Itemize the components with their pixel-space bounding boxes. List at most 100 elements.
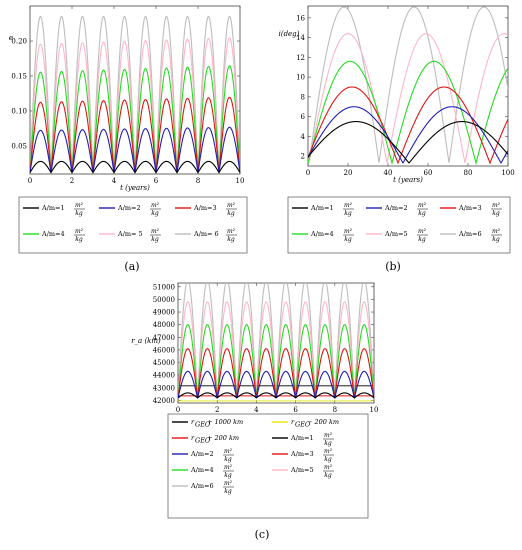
legend-unit-num: m² bbox=[344, 202, 353, 209]
chart-3: 0 2 4 6 8 10 42000 43000 44000 45000 46000 47000 480… bbox=[131, 282, 378, 541]
legend-label: A/m=1 bbox=[41, 204, 65, 212]
legend-label: A/m=3 bbox=[458, 204, 482, 212]
legend-unit-num: m² bbox=[492, 202, 501, 209]
legend-unit-den: kg bbox=[224, 488, 232, 495]
x-axis-label: t (years) bbox=[120, 184, 150, 192]
legend-label: A/m=3 bbox=[193, 204, 217, 212]
y-axis-label: e bbox=[9, 34, 13, 42]
y-tick-label: 43000 bbox=[153, 384, 175, 392]
legend-unit-den: kg bbox=[227, 210, 235, 217]
legend-label: A/m=4 bbox=[310, 230, 334, 238]
plot-frame bbox=[177, 282, 375, 404]
y-tick-label: 2 bbox=[301, 153, 305, 161]
x-axis-label: t (years) bbox=[393, 176, 423, 184]
y-tick-label: 42000 bbox=[153, 397, 175, 405]
x-tick-label: 2 bbox=[70, 177, 74, 185]
legend-label-sub: GEO bbox=[295, 421, 311, 429]
legend-unit-den: kg bbox=[492, 236, 500, 243]
legend-label: A/m= 6 bbox=[193, 230, 219, 238]
y-tick-label: 12 bbox=[296, 54, 305, 62]
series-line-6 bbox=[30, 15, 240, 173]
legend-label: r bbox=[291, 418, 295, 426]
y-tick-label: 46000 bbox=[153, 346, 175, 354]
chart-1: 0 2 4 6 8 10 0.05 0.10 0.15 0.20 t (years) e A/m=1 m²… bbox=[9, 5, 248, 273]
y-tick-label: 0.05 bbox=[11, 143, 27, 151]
legend-unit-num: m² bbox=[151, 228, 160, 235]
legend-unit-num: m² bbox=[344, 228, 353, 235]
series-line-4 bbox=[308, 60, 508, 166]
legend-unit-num: m² bbox=[324, 464, 333, 471]
x-tick-label: 10 bbox=[236, 177, 245, 185]
y-tick-label: 4 bbox=[301, 133, 306, 141]
legend-unit-den: kg bbox=[344, 236, 352, 243]
y-tick-label: 10 bbox=[296, 74, 305, 82]
legend-unit-den: kg bbox=[151, 210, 159, 217]
x-tick-label: 40 bbox=[384, 169, 393, 177]
x-tick-label: 8 bbox=[333, 406, 337, 414]
legend-box bbox=[287, 196, 511, 254]
legend-unit-num: m² bbox=[227, 228, 236, 235]
x-tick-label: 100 bbox=[501, 169, 514, 177]
y-tick-label: 47000 bbox=[153, 334, 175, 342]
legend-unit-num: m² bbox=[324, 448, 333, 455]
y-tick-label: 0.10 bbox=[11, 108, 27, 116]
legend-label: A/m=2 bbox=[384, 204, 408, 212]
x-tick-label: 0 bbox=[176, 406, 180, 414]
legend-unit-num: m² bbox=[492, 228, 501, 235]
y-tick-label: 0.20 bbox=[11, 38, 27, 46]
legend-label-tail: − 200 km bbox=[307, 418, 339, 426]
y-axis-label: i(deg) bbox=[279, 30, 300, 38]
legend-unit-num: m² bbox=[227, 202, 236, 209]
legend-unit-den: kg bbox=[224, 472, 232, 479]
legend-unit-num: m² bbox=[224, 448, 233, 455]
legend-unit-num: m² bbox=[224, 464, 233, 471]
legend-label: A/m=5 bbox=[290, 466, 314, 474]
series-line-4 bbox=[30, 65, 240, 173]
x-tick-label: 0 bbox=[306, 169, 310, 177]
series-line-6 bbox=[308, 6, 508, 163]
y-tick-label: 0.15 bbox=[11, 73, 27, 81]
chart-2: 0 20 40 60 80 100 2 4 6 8 10 12 14 16 t (years) i(deg) A… bbox=[279, 5, 515, 273]
legend-label-tail: + 1000 km bbox=[207, 418, 243, 426]
series-group bbox=[178, 283, 374, 402]
series-line-2 bbox=[308, 106, 508, 164]
x-tick-label: 6 bbox=[154, 177, 159, 185]
legend-unit-num: m² bbox=[151, 202, 160, 209]
legend-label-tail: + 200 km bbox=[207, 434, 239, 442]
series-line-6 bbox=[178, 283, 374, 398]
plot-frame bbox=[307, 5, 509, 167]
legend-box bbox=[167, 413, 369, 519]
series-group bbox=[30, 15, 240, 174]
x-tick-label: 6 bbox=[293, 406, 298, 414]
legend-box bbox=[18, 196, 248, 254]
y-tick-label: 50000 bbox=[153, 296, 175, 304]
legend-label: A/m=5 bbox=[384, 230, 408, 238]
x-tick-label: 80 bbox=[464, 169, 473, 177]
x-tick-label: 4 bbox=[254, 406, 259, 414]
y-tick-label: 6 bbox=[301, 113, 306, 121]
legend-unit-num: m² bbox=[75, 228, 84, 235]
legend-unit-den: kg bbox=[227, 236, 235, 243]
y-tick-label: 45000 bbox=[153, 359, 175, 367]
legend-unit-den: kg bbox=[492, 210, 500, 217]
legend-unit-den: kg bbox=[224, 456, 232, 463]
x-tick-label: 8 bbox=[196, 177, 200, 185]
legend-unit-num: m² bbox=[224, 480, 233, 487]
legend-label: A/m=1 bbox=[310, 204, 334, 212]
y-axis-label: r_a (km) bbox=[131, 337, 161, 345]
series-line-4 bbox=[178, 324, 374, 398]
y-tick-label: 49000 bbox=[153, 309, 175, 317]
x-tick-label: 4 bbox=[112, 177, 117, 185]
legend-label: A/m=4 bbox=[190, 466, 214, 474]
y-tick-label: 8 bbox=[301, 93, 305, 101]
series-line-1 bbox=[178, 392, 374, 399]
x-tick-label: 2 bbox=[215, 406, 219, 414]
y-tick-label: 51000 bbox=[153, 283, 175, 291]
series-line-5 bbox=[178, 301, 374, 398]
legend-label: r bbox=[191, 418, 195, 426]
legend-label: A/m=1 bbox=[290, 434, 314, 442]
legend-label: A/m=3 bbox=[290, 450, 314, 458]
legend-unit-den: kg bbox=[151, 236, 159, 243]
y-tick-label: 16 bbox=[296, 14, 305, 22]
